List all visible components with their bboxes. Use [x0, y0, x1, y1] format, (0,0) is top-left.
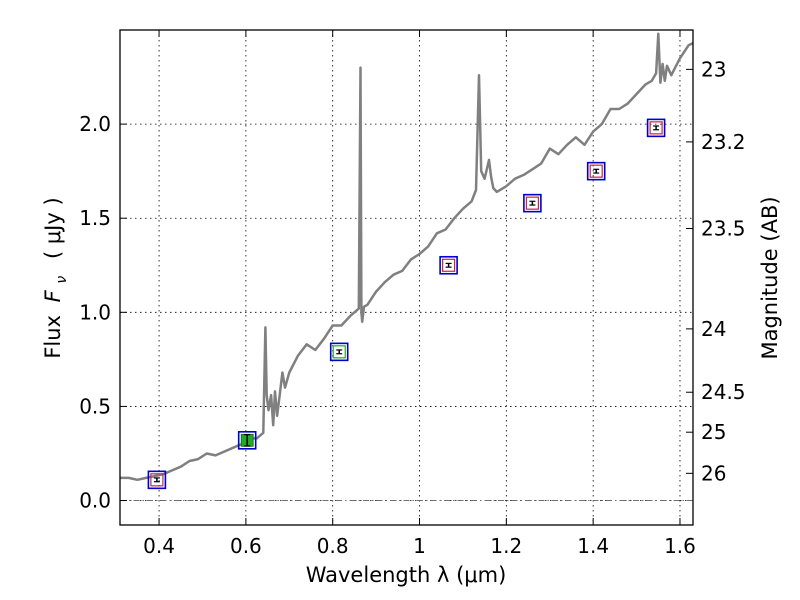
y-tick-label: 0.0 — [79, 489, 111, 513]
y2-tick-label: 23 — [701, 57, 726, 81]
model-point — [646, 118, 666, 138]
x-axis-label: Wavelength λ (μm) — [306, 563, 507, 587]
x-tick-label: 0.4 — [143, 534, 175, 558]
y2-axis-ticks: 23 23.2 23.5 24 24.5 25 26 — [686, 57, 746, 485]
observed-point — [150, 473, 164, 487]
model-point — [237, 431, 257, 450]
y2-tick-label: 23.5 — [701, 216, 746, 240]
x-tick-label: 0.6 — [230, 534, 262, 558]
model-point — [147, 470, 167, 490]
y2-tick-label: 24 — [701, 317, 726, 341]
y-axis-label-prefix: Flux — [41, 308, 65, 358]
x-axis-ticks: 0.4 0.6 0.8 1 1.2 1.4 1.6 — [143, 30, 696, 558]
y2-tick-label: 24.5 — [701, 380, 746, 404]
observed-point — [589, 164, 603, 178]
y2-axis-label: Magnitude (AB) — [758, 196, 782, 359]
photometry-markers — [147, 118, 666, 490]
y-axis-label: Flux F ν ( μJy ) — [41, 197, 71, 358]
y2-tick-label: 26 — [701, 461, 726, 485]
model-point — [329, 342, 349, 362]
observed-point — [442, 258, 456, 272]
x-tick-label: 0.8 — [317, 534, 349, 558]
y2-tick-label: 25 — [701, 420, 726, 444]
model-point — [586, 161, 606, 181]
model-point — [439, 255, 458, 275]
y-axis-label-subscript: ν — [54, 276, 70, 284]
y-axis-ticks: 0.0 0.5 1.0 1.5 2.0 — [79, 112, 127, 513]
observed-point — [649, 121, 663, 135]
y2-tick-label: 23.2 — [701, 130, 746, 154]
observed-point — [332, 345, 346, 359]
y-tick-label: 1.0 — [79, 300, 111, 324]
x-tick-label: 1 — [413, 534, 426, 558]
spectrum-line — [120, 32, 694, 482]
x-tick-label: 1.6 — [664, 534, 696, 558]
grid-lines — [120, 30, 693, 525]
plot-frame — [119, 29, 694, 526]
observed-point — [525, 196, 539, 210]
y-tick-label: 2.0 — [79, 112, 111, 136]
series-layer — [120, 32, 694, 482]
y-axis-label-symbol: F — [41, 289, 65, 302]
x-tick-label: 1.4 — [577, 534, 609, 558]
y-tick-label: 0.5 — [79, 394, 111, 418]
y-tick-label: 1.5 — [79, 206, 111, 230]
model-point — [523, 193, 542, 213]
y-axis-label-units: ( μJy ) — [41, 197, 65, 259]
x-tick-label: 1.2 — [490, 534, 522, 558]
